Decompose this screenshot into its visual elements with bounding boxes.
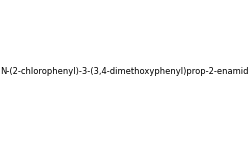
- Text: N-(2-chlorophenyl)-3-(3,4-dimethoxyphenyl)prop-2-enamide: N-(2-chlorophenyl)-3-(3,4-dimethoxypheny…: [0, 67, 248, 76]
